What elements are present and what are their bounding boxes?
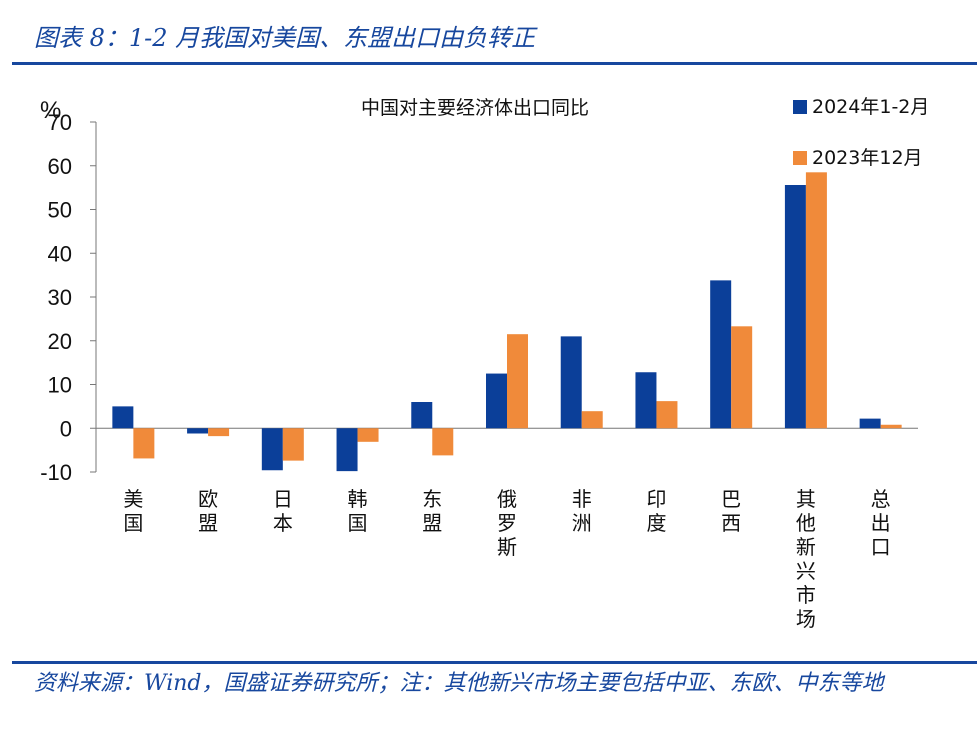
top-rule	[12, 62, 977, 65]
y-tick-label: 70	[48, 110, 72, 135]
bar-chart: 中国对主要经济体出口同比% -10 0 10 20 30 40 50 60 70 美国 欧盟 日本 韩国 东…	[40, 96, 929, 631]
bar-series-1	[112, 406, 134, 429]
legend-swatch	[793, 151, 807, 165]
bar-series-2	[507, 334, 528, 429]
bar-series-1	[784, 185, 806, 429]
y-tick-label: 40	[48, 241, 72, 266]
bar-series-2	[282, 428, 304, 461]
x-category-label: 总出口	[871, 487, 891, 559]
legend-label: 2024年1-2月	[812, 96, 929, 118]
y-tick-label: 30	[48, 285, 72, 310]
bar-series-1	[635, 372, 657, 429]
bar-series-1	[560, 336, 582, 429]
bar-series-2	[133, 428, 155, 459]
x-category-label: 欧盟	[198, 487, 218, 535]
bar-series-1	[187, 428, 209, 434]
legend-swatch	[793, 100, 807, 114]
x-category-label: 东盟	[422, 487, 442, 535]
x-category-label: 俄罗斯	[497, 487, 517, 559]
y-tick-label: 10	[48, 373, 72, 398]
bar-series-2	[581, 411, 603, 429]
y-tick-label: 20	[48, 329, 72, 354]
bar-series-2	[357, 428, 379, 442]
bottom-rule	[12, 661, 977, 664]
y-tick-label: 0	[60, 416, 72, 441]
bar-series-2	[656, 401, 678, 429]
bar-series-2	[208, 428, 230, 437]
chart-title: 中国对主要经济体出口同比	[361, 97, 589, 119]
y-tick-label: 60	[48, 154, 72, 179]
y-tick-label: -10	[40, 460, 72, 485]
x-category-label: 印度	[646, 487, 666, 535]
y-axis-unit-label: %	[40, 97, 61, 124]
bar-series-2	[432, 428, 454, 456]
bar-series-1	[710, 280, 732, 429]
bar-series-2	[731, 326, 753, 429]
bar-series-2	[880, 424, 902, 429]
bar-series-1	[411, 402, 433, 429]
x-category-label: 美国	[123, 487, 143, 535]
figure-title: 图表 8：1-2 月我国对美国、东盟出口由负转正	[34, 24, 536, 52]
bar-series-1	[261, 428, 283, 471]
x-category-label: 巴西	[721, 487, 741, 535]
bar-series-1	[486, 373, 507, 429]
x-category-label: 非洲	[572, 487, 592, 535]
bar-series-2	[805, 172, 827, 429]
bar-series-1	[336, 428, 358, 472]
legend-label: 2023年12月	[812, 147, 923, 169]
x-category-label: 日本	[273, 487, 293, 535]
bar-series-1	[859, 418, 881, 429]
y-tick-label: 50	[48, 198, 72, 223]
x-category-label: 其他新兴市场	[796, 487, 816, 631]
x-category-label: 韩国	[348, 487, 368, 535]
source-note: 资料来源：Wind，国盛证券研究所；注：其他新兴市场主要包括中亚、东欧、中东等地	[34, 671, 884, 696]
